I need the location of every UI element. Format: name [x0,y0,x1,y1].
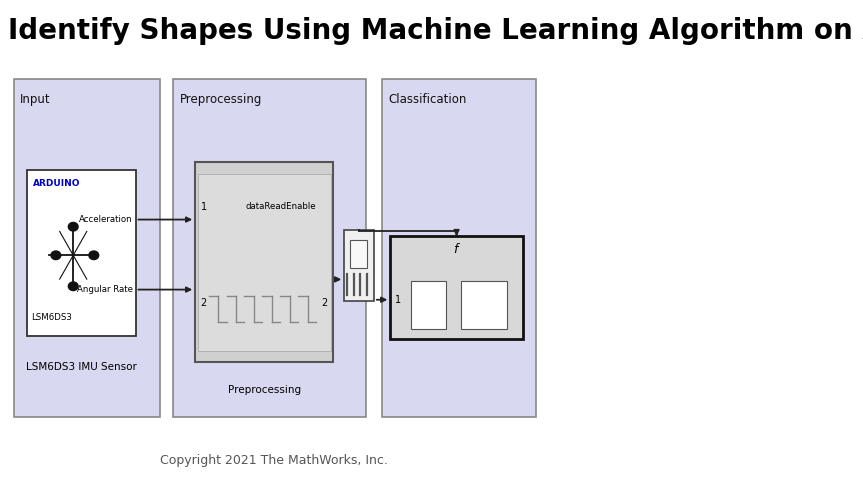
FancyBboxPatch shape [344,230,374,301]
Text: Input: Input [20,94,51,107]
Text: ARDUINO: ARDUINO [33,179,80,188]
FancyBboxPatch shape [173,79,366,417]
Text: Preprocessing: Preprocessing [228,386,301,395]
Text: Identify Shapes Using Machine Learning Algorithm on Arduino: Identify Shapes Using Machine Learning A… [8,17,863,45]
FancyBboxPatch shape [411,281,446,329]
Text: 2: 2 [322,298,328,308]
Text: 2: 2 [200,298,207,308]
Text: 1: 1 [394,295,400,305]
Text: Copyright 2021 The MathWorks, Inc.: Copyright 2021 The MathWorks, Inc. [160,455,387,468]
Text: Preprocessing: Preprocessing [180,94,262,107]
Text: Angular Rate: Angular Rate [77,285,133,294]
Circle shape [89,251,98,260]
FancyBboxPatch shape [27,170,135,336]
FancyBboxPatch shape [14,79,160,417]
Text: dataReadEnable: dataReadEnable [245,202,316,211]
FancyBboxPatch shape [350,240,367,268]
Circle shape [51,251,60,260]
FancyBboxPatch shape [461,281,507,329]
Circle shape [68,282,78,291]
Text: LSM6DS3 IMU Sensor: LSM6DS3 IMU Sensor [26,362,136,373]
Text: $\mathit{f}$: $\mathit{f}$ [452,242,461,256]
Text: Classification: Classification [388,94,467,107]
FancyBboxPatch shape [195,162,333,362]
FancyBboxPatch shape [390,236,523,339]
FancyBboxPatch shape [382,79,537,417]
Text: LSM6DS3: LSM6DS3 [31,313,72,322]
Text: Acceleration: Acceleration [79,215,133,224]
Text: 1: 1 [200,202,206,213]
FancyBboxPatch shape [198,174,331,350]
Circle shape [68,222,78,231]
